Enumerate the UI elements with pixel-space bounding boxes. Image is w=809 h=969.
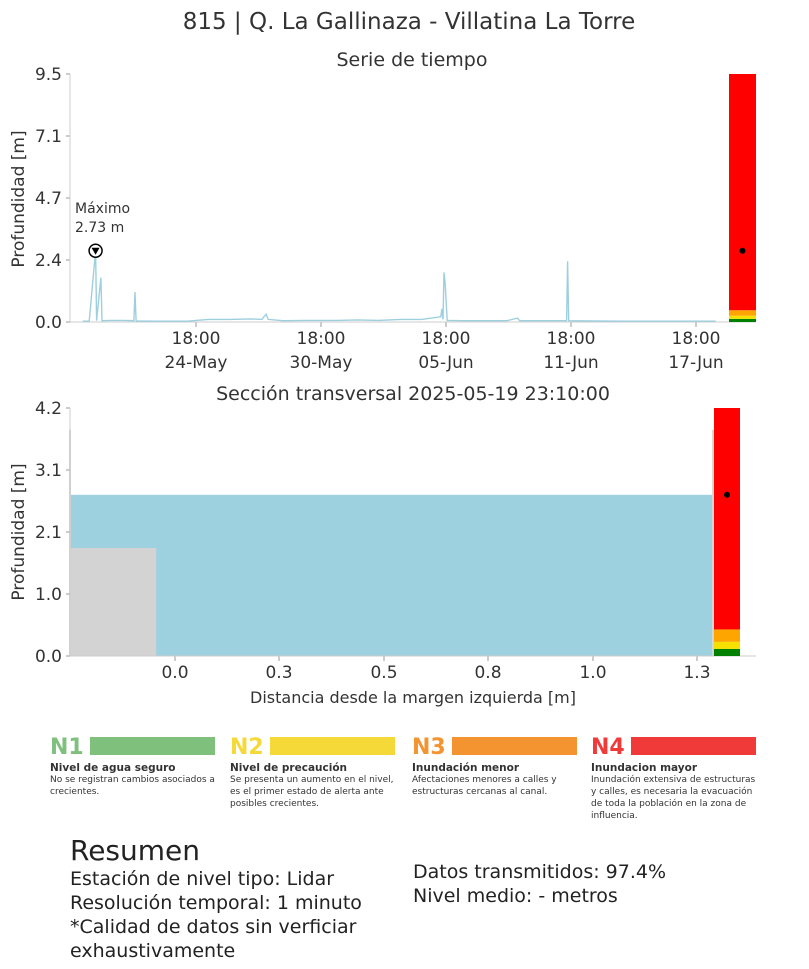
- legend-n2: N2 Nivel de precaución Se presenta un au…: [230, 735, 400, 810]
- ts-xtick-date: 17-Jun: [668, 353, 723, 373]
- summary-right: Datos transmitidos: 97.4% Nivel medio: -…: [413, 860, 666, 908]
- cs-ytick-label: 4.2: [35, 399, 62, 419]
- summary-transmitted: Datos transmitidos: 97.4%: [413, 861, 667, 883]
- page-title: 815 | Q. La Gallinaza - Villatina La Tor…: [183, 9, 636, 35]
- ts-xtick-time: 18:00: [672, 329, 721, 349]
- ts-ytick-label: 4.7: [35, 189, 62, 209]
- cs-xtick-label: 0.8: [474, 663, 501, 683]
- ts-xtick-date: 05-Jun: [418, 353, 473, 373]
- cs-xtick-label: 1.3: [683, 663, 710, 683]
- left-bank: [70, 547, 157, 656]
- cross-section-ylabel: Profundidad [m]: [9, 463, 29, 600]
- ts-xtick-time: 18:00: [422, 329, 471, 349]
- time-series-title: Serie de tiempo: [337, 49, 488, 71]
- level-band: [729, 315, 756, 319]
- legend-n3: N3 Inundación menor Afectaciones menores…: [412, 735, 582, 798]
- summary-left: Resumen Estación de nivel tipo: Lidar Re…: [70, 835, 370, 963]
- ts-xtick-date: 30-May: [290, 353, 353, 373]
- legend-n4-bar: [631, 737, 756, 755]
- max-marker-triangle-icon: [91, 247, 100, 255]
- level-band: [714, 629, 740, 642]
- cross-section-xlabel: Distancia desde la margen izquierda [m]: [250, 688, 576, 707]
- legend-n3-code: N3: [412, 735, 446, 760]
- legend-n1: N1 Nivel de agua seguro No se registran …: [50, 735, 220, 798]
- legend-n3-name: Inundación menor: [412, 762, 520, 774]
- time-series-ylabel: Profundidad [m]: [9, 130, 29, 267]
- cs-xtick-label: 0.5: [370, 663, 397, 683]
- ts-xtick-time: 18:00: [172, 329, 221, 349]
- cross-section-chart: Sección transversal 2025-05-19 23:10:00 …: [9, 383, 756, 707]
- current-level-dot: [739, 247, 746, 254]
- cs-xtick-label: 0.0: [161, 663, 188, 683]
- summary-station-type: Estación de nivel tipo: Lidar: [70, 868, 335, 890]
- legend-n4-name: Inundacion mayor: [591, 762, 698, 774]
- cs-xtick-label: 1.0: [579, 663, 606, 683]
- cs-ytick-label: 3.1: [35, 461, 62, 481]
- cs-ytick-label: 2.1: [35, 523, 62, 543]
- cs-xtick-label: 0.3: [265, 663, 292, 683]
- ts-xtick-time: 18:00: [547, 329, 596, 349]
- legend-n1-code: N1: [50, 735, 84, 760]
- time-series-chart: Serie de tiempo Profundidad [m] 0.0 2.4 4.…: [9, 49, 756, 373]
- summary-resolution: Resolución temporal: 1 minuto: [70, 892, 362, 914]
- max-annotation: Máximo 2.73 m: [75, 201, 130, 258]
- level-band: [729, 310, 756, 316]
- legend-n2-name: Nivel de precaución: [230, 762, 348, 774]
- summary-quality-note: *Calidad de datos sin verficiar exhausti…: [70, 916, 357, 962]
- legend-n2-code: N2: [230, 735, 264, 760]
- legend-n1-name: Nivel de agua seguro: [50, 762, 176, 774]
- current-level-dot: [724, 491, 730, 498]
- level-band: [714, 408, 740, 630]
- cs-ytick-label: 1.0: [35, 585, 62, 605]
- level-band: [714, 648, 740, 656]
- ts-xtick-time: 18:00: [297, 329, 346, 349]
- ts-xtick-date: 24-May: [165, 353, 228, 373]
- legend-n4: N4 Inundacion mayor Inundación extensiva…: [591, 735, 761, 822]
- time-series-level-bar: [729, 74, 756, 322]
- ts-ytick-label: 2.4: [35, 251, 62, 271]
- legend-n3-desc: Afectaciones menores a calles y estructu…: [412, 775, 557, 797]
- summary-mean-level: Nivel medio: - metros: [413, 885, 618, 907]
- max-annotation-label: Máximo: [75, 201, 130, 217]
- max-annotation-value: 2.73 m: [75, 220, 124, 236]
- legend-n4-desc: Inundación extensiva de estructuras y ca…: [591, 775, 756, 821]
- ts-xtick-date: 11-Jun: [543, 353, 598, 373]
- time-series-line: [82, 250, 716, 322]
- level-band: [729, 318, 756, 322]
- cross-section-level-bar: [714, 408, 740, 656]
- cs-ytick-label: 0.0: [35, 647, 62, 667]
- water-area: [70, 494, 713, 656]
- ts-ytick-label: 0.0: [35, 313, 62, 333]
- level-band: [714, 641, 740, 649]
- ts-ytick-label: 9.5: [35, 65, 62, 85]
- summary-title: Resumen: [70, 834, 201, 867]
- ts-ytick-label: 7.1: [35, 127, 62, 147]
- level-band: [729, 74, 756, 311]
- cross-section-title: Sección transversal 2025-05-19 23:10:00: [216, 383, 610, 405]
- legend-n3-bar: [452, 737, 577, 755]
- legend-n1-bar: [90, 737, 215, 755]
- legend-n2-bar: [270, 737, 395, 755]
- legend-n4-code: N4: [591, 735, 625, 760]
- legend-n1-desc: No se registran cambios asociados a crec…: [50, 775, 215, 797]
- legend-n2-desc: Se presenta un aumento en el nivel, es e…: [230, 775, 394, 809]
